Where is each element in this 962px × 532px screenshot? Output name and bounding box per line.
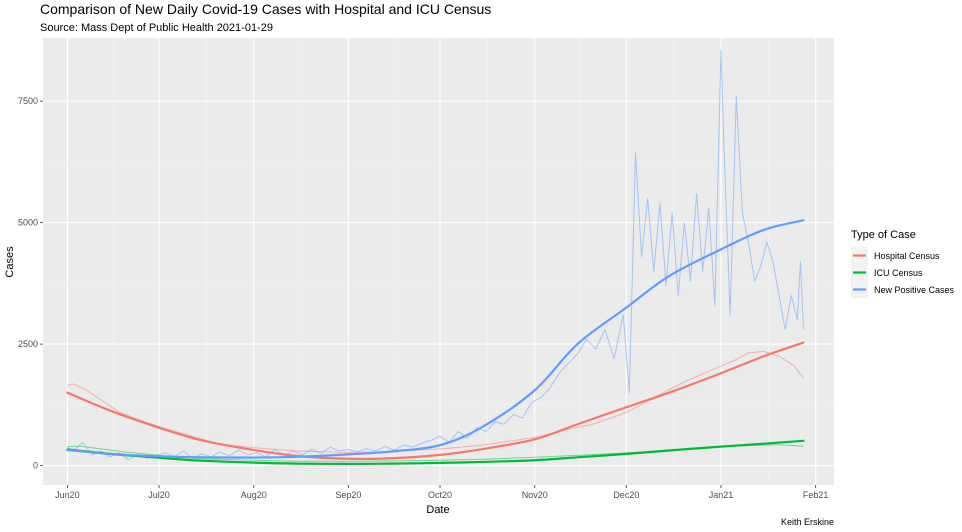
grid-lines bbox=[43, 38, 834, 485]
x-tick-label: Oct20 bbox=[428, 490, 452, 500]
series-raw-new-positive-cases bbox=[67, 49, 804, 461]
legend: Type of Case Hospital Census ICU Census Ne… bbox=[851, 229, 955, 298]
series-layer bbox=[66, 49, 805, 465]
y-tick-label: 5000 bbox=[18, 218, 38, 228]
x-tick-label: Feb21 bbox=[803, 490, 829, 500]
chart-title: Comparison of New Daily Covid-19 Cases w… bbox=[40, 1, 491, 17]
x-tick-label: Jun20 bbox=[55, 490, 80, 500]
y-tick-label: 7500 bbox=[18, 96, 38, 106]
y-tick-label: 2500 bbox=[18, 339, 38, 349]
chart-subtitle: Source: Mass Dept of Public Health 2021-… bbox=[40, 22, 273, 34]
x-tick-label: Nov20 bbox=[522, 490, 548, 500]
x-tick-label: Dec20 bbox=[613, 490, 639, 500]
series-smooth-icu-census bbox=[66, 439, 805, 465]
chart-caption: Keith Erskine bbox=[781, 517, 834, 527]
x-axis-title: Date bbox=[426, 504, 449, 516]
legend-item-label: ICU Census bbox=[874, 268, 923, 278]
axis-ticks: 0 2500 5000 7500 Jun20 Jul20 Aug20 Sep20 Oct20 No… bbox=[18, 96, 828, 500]
x-tick-label: Jan21 bbox=[709, 490, 734, 500]
y-tick-label: 0 bbox=[33, 461, 38, 471]
legend-title: Type of Case bbox=[851, 229, 916, 241]
x-tick-label: Aug20 bbox=[241, 490, 267, 500]
x-tick-label: Sep20 bbox=[335, 490, 361, 500]
legend-item-label: Hospital Census bbox=[874, 251, 940, 261]
series-smooth-hospital-census bbox=[66, 341, 805, 461]
legend-item-label: New Positive Cases bbox=[874, 285, 955, 295]
plot-panel bbox=[43, 38, 834, 485]
series-smooth-new-positive-cases bbox=[66, 219, 805, 459]
series-raw-hospital-census bbox=[67, 350, 804, 453]
y-axis-title: Cases bbox=[4, 246, 16, 278]
x-tick-label: Jul20 bbox=[148, 490, 170, 500]
